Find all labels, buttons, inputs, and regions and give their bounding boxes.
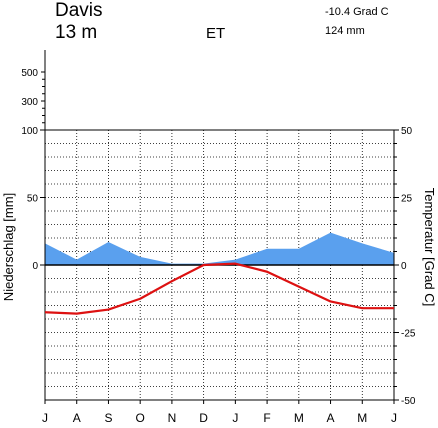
month-label: A xyxy=(327,411,335,425)
month-label: O xyxy=(136,411,145,425)
right-axis-ticks: 50 25 0 -25 -50 xyxy=(394,126,416,407)
month-label: J xyxy=(42,411,48,425)
month-label: M xyxy=(294,411,304,425)
month-label: S xyxy=(104,411,112,425)
mean-temperature: -10.4 Grad C xyxy=(325,6,389,18)
temperature-polyline xyxy=(44,262,394,315)
left-tick-label: 0 xyxy=(32,261,38,272)
month-label: F xyxy=(263,411,270,425)
right-tick-label: 0 xyxy=(401,261,407,272)
month-label: J xyxy=(391,411,397,425)
left-tick-label: 100 xyxy=(21,126,38,137)
month-label: N xyxy=(168,411,177,425)
annual-precipitation: 124 mm xyxy=(325,25,365,37)
climate-class: ET xyxy=(206,25,225,42)
station-elevation: 13 m xyxy=(55,22,97,43)
left-tick-label-compressed: 300 xyxy=(21,97,38,108)
month-label: A xyxy=(73,411,81,425)
precipitation-area xyxy=(45,232,394,265)
precipitation-fill xyxy=(45,232,394,265)
month-label: J xyxy=(232,411,238,425)
left-axis-title: Niederschlag [mm] xyxy=(1,193,16,301)
plot-frame xyxy=(44,50,395,401)
right-tick-label: 50 xyxy=(401,126,413,137)
month-label: M xyxy=(357,411,367,425)
temperature-line xyxy=(44,262,394,315)
right-axis-title: Temperatur [Grad C] xyxy=(422,188,437,307)
left-tick-label: 50 xyxy=(27,194,39,205)
month-label: D xyxy=(199,411,208,425)
left-axis-ticks: 0 50 100 300 500 xyxy=(21,68,45,272)
left-tick-label-compressed: 500 xyxy=(21,68,38,79)
right-tick-label: -50 xyxy=(401,396,416,407)
station-name: Davis xyxy=(55,0,103,21)
right-tick-label: 25 xyxy=(401,194,413,205)
right-tick-label: -25 xyxy=(401,329,416,340)
